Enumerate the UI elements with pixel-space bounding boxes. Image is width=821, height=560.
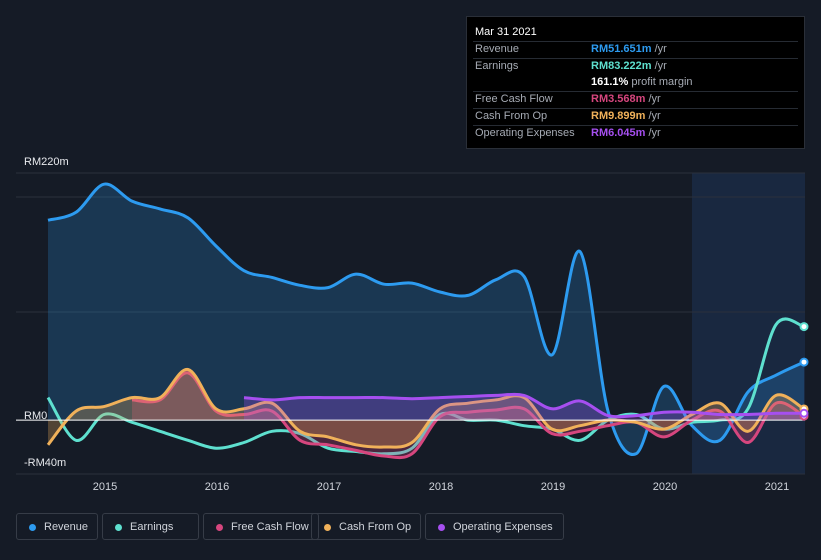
gridlines xyxy=(16,172,805,475)
legend-dot-icon xyxy=(216,524,223,531)
free-cash-flow-area xyxy=(132,372,804,458)
legend-item-earnings[interactable]: Earnings xyxy=(102,513,199,540)
earnings-endpoint xyxy=(799,322,809,332)
tooltip-row-profit-margin: 161.1% profit margin xyxy=(467,74,804,91)
tooltip-value: RM6.045m /yr xyxy=(591,127,661,139)
operating-expenses-endpoint xyxy=(799,408,809,418)
tooltip-label: Operating Expenses xyxy=(475,127,575,139)
legend-label: Operating Expenses xyxy=(453,521,553,533)
tooltip-divider xyxy=(473,91,798,92)
tooltip-row-opex: Operating Expenses RM6.045m /yr xyxy=(467,125,804,142)
legend-item-cash-from-op[interactable]: Cash From Op xyxy=(311,513,421,540)
legend-dot-icon xyxy=(115,524,122,531)
legend-label: Free Cash Flow xyxy=(231,521,309,533)
y-tick-top: RM220m xyxy=(24,156,69,168)
cash-from-op-line xyxy=(46,368,805,449)
tooltip-label: Free Cash Flow xyxy=(475,93,553,105)
legend-item-free-cash-flow[interactable]: Free Cash Flow xyxy=(203,513,319,540)
x-tick-2015: 2015 xyxy=(92,481,118,493)
tooltip-row-earnings: Earnings RM83.222m /yr xyxy=(467,58,804,75)
legend-dot-icon xyxy=(438,524,445,531)
series-layer xyxy=(46,182,805,460)
tooltip-label: Cash From Op xyxy=(475,110,548,122)
legend-label: Revenue xyxy=(44,521,89,533)
tooltip-divider xyxy=(473,125,798,126)
y-tick-zero: RM0 xyxy=(24,410,48,422)
tooltip-divider xyxy=(473,41,798,42)
tooltip-value: RM3.568m /yr xyxy=(591,93,661,105)
legend-dot-icon xyxy=(29,524,36,531)
legend-dot-icon xyxy=(324,524,331,531)
x-tick-2021: 2021 xyxy=(764,481,790,493)
tooltip-divider xyxy=(473,108,798,109)
x-tick-2017: 2017 xyxy=(316,481,342,493)
revenue-line xyxy=(47,182,805,456)
x-tick-2016: 2016 xyxy=(204,481,230,493)
x-tick-2018: 2018 xyxy=(428,481,454,493)
tooltip-date: Mar 31 2021 xyxy=(475,26,537,38)
legend-label: Cash From Op xyxy=(339,521,412,533)
tooltip-row-fcf: Free Cash Flow RM3.568m /yr xyxy=(467,91,804,108)
forecast-region xyxy=(692,173,805,474)
y-tick-bottom: -RM40m xyxy=(24,457,67,469)
tooltip-value: 161.1% profit margin xyxy=(591,76,693,88)
operating-expenses-line xyxy=(243,392,805,419)
cash-from-op-area xyxy=(48,369,804,448)
revenue-area xyxy=(48,184,804,455)
tooltip-label: Earnings xyxy=(475,60,519,72)
tooltip-value: RM51.651m /yr xyxy=(591,43,667,55)
x-tick-2020: 2020 xyxy=(652,481,678,493)
revenue-endpoint xyxy=(799,357,809,367)
tooltip-divider xyxy=(473,58,798,59)
tooltip-value: RM83.222m /yr xyxy=(591,60,667,72)
tooltip-value: RM9.899m /yr xyxy=(591,110,661,122)
tooltip-row-revenue: Revenue RM51.651m /yr xyxy=(467,41,804,58)
data-tooltip: Mar 31 2021 Revenue RM51.651m /yr Earnin… xyxy=(466,16,805,149)
tooltip-row-cfo: Cash From Op RM9.899m /yr xyxy=(467,108,804,125)
tooltip-label: Revenue xyxy=(475,43,520,55)
series-endpoints xyxy=(799,322,809,421)
legend-label: Earnings xyxy=(130,521,174,533)
legend-item-revenue[interactable]: Revenue xyxy=(16,513,98,540)
legend-item-operating-expenses[interactable]: Operating Expenses xyxy=(425,513,564,540)
x-tick-2019: 2019 xyxy=(540,481,566,493)
